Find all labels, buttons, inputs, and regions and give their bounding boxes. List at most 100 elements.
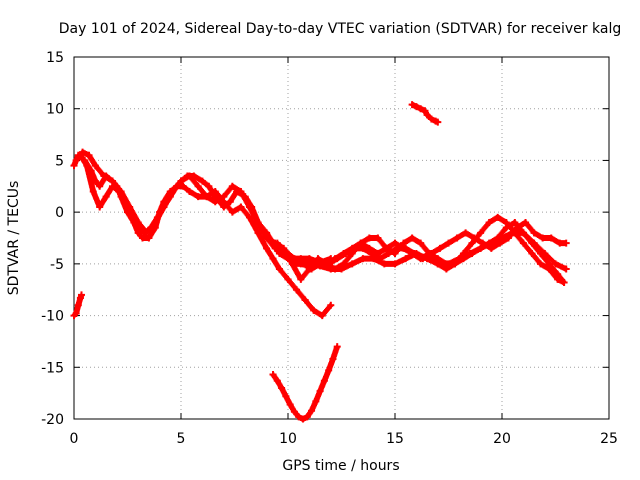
data-point bbox=[312, 397, 320, 405]
data-point bbox=[391, 239, 399, 247]
data-point bbox=[314, 255, 322, 263]
chart-title: Day 101 of 2024, Sidereal Day-to-day VTE… bbox=[59, 21, 621, 37]
data-point bbox=[436, 244, 444, 252]
x-tick-label: 25 bbox=[600, 431, 618, 447]
data-point bbox=[297, 275, 305, 283]
data-point bbox=[126, 203, 134, 211]
data-point bbox=[269, 371, 277, 379]
data-point bbox=[91, 162, 99, 170]
data-point bbox=[509, 229, 517, 237]
series-segment-early bbox=[70, 291, 85, 320]
data-points bbox=[70, 101, 570, 423]
data-point bbox=[72, 310, 80, 318]
data-point bbox=[462, 229, 470, 237]
data-point bbox=[89, 187, 97, 195]
data-point bbox=[134, 218, 142, 226]
data-point bbox=[380, 260, 388, 268]
data-point bbox=[485, 218, 493, 226]
x-tick-label: 20 bbox=[493, 431, 511, 447]
data-point bbox=[487, 239, 495, 247]
data-point bbox=[85, 151, 93, 159]
data-point bbox=[295, 413, 303, 421]
data-point bbox=[290, 408, 298, 416]
data-point bbox=[421, 107, 429, 115]
data-point bbox=[434, 118, 442, 126]
data-point bbox=[245, 213, 253, 221]
data-point bbox=[278, 384, 286, 392]
data-point bbox=[194, 193, 202, 201]
data-point bbox=[365, 234, 373, 242]
series-track-6 bbox=[305, 229, 570, 273]
data-point bbox=[562, 265, 570, 273]
data-point bbox=[299, 415, 307, 423]
data-point bbox=[160, 203, 168, 211]
data-point bbox=[254, 218, 262, 226]
data-point bbox=[79, 148, 87, 156]
data-point bbox=[466, 250, 474, 258]
data-point bbox=[338, 265, 345, 273]
data-point bbox=[370, 255, 378, 263]
data-point bbox=[226, 198, 234, 206]
data-point bbox=[547, 234, 555, 242]
data-point bbox=[522, 218, 530, 226]
data-point bbox=[74, 301, 82, 309]
data-point bbox=[402, 244, 410, 252]
data-point bbox=[151, 218, 159, 226]
data-point bbox=[408, 234, 416, 242]
data-point bbox=[560, 278, 568, 286]
data-point bbox=[100, 172, 108, 180]
data-point bbox=[530, 239, 538, 247]
data-point bbox=[145, 234, 153, 242]
data-point bbox=[263, 234, 271, 242]
data-point bbox=[237, 203, 245, 211]
data-point bbox=[455, 255, 463, 263]
plot-frame bbox=[73, 56, 610, 420]
y-axis-label: SDTVAR / TECUs bbox=[6, 181, 22, 296]
data-point bbox=[299, 260, 307, 268]
data-point bbox=[412, 250, 420, 258]
data-point bbox=[342, 250, 350, 258]
y-tick-label: -5 bbox=[50, 257, 64, 273]
y-tick-label: -15 bbox=[41, 360, 64, 376]
data-point bbox=[318, 312, 326, 320]
data-point bbox=[333, 255, 341, 263]
data-point bbox=[329, 355, 337, 363]
data-point bbox=[541, 250, 549, 258]
data-point bbox=[545, 265, 553, 273]
data-point bbox=[83, 162, 91, 170]
data-point bbox=[205, 182, 213, 190]
data-point bbox=[72, 156, 80, 164]
axis-ticks: 0 5 10 15 20 25 -20 -15 -10 -5 0 5 10 15 bbox=[41, 50, 618, 447]
data-point bbox=[359, 255, 367, 263]
data-point bbox=[402, 255, 410, 263]
data-point bbox=[263, 244, 271, 252]
data-point bbox=[284, 275, 292, 283]
y-tick-label: 0 bbox=[55, 205, 64, 221]
data-point bbox=[186, 187, 194, 195]
x-tick-label: 15 bbox=[386, 431, 404, 447]
data-point bbox=[102, 193, 110, 201]
data-point bbox=[417, 239, 425, 247]
data-point bbox=[562, 239, 570, 247]
data-point bbox=[273, 377, 281, 385]
data-point bbox=[445, 260, 452, 268]
data-point bbox=[269, 255, 277, 263]
data-point bbox=[477, 244, 485, 252]
data-point bbox=[303, 413, 311, 421]
data-point bbox=[211, 187, 219, 195]
data-point bbox=[138, 234, 146, 242]
data-point bbox=[77, 291, 85, 299]
series-segment-late-high bbox=[408, 101, 442, 126]
y-tick-label: -10 bbox=[41, 309, 64, 325]
data-point bbox=[325, 366, 333, 374]
data-point bbox=[245, 203, 253, 211]
data-point bbox=[211, 198, 219, 206]
data-point bbox=[556, 239, 564, 247]
data-point bbox=[391, 260, 399, 268]
data-point bbox=[519, 229, 527, 237]
data-point bbox=[275, 265, 283, 273]
data-point bbox=[305, 260, 313, 268]
data-point bbox=[177, 177, 185, 185]
x-tick-label: 10 bbox=[279, 431, 297, 447]
